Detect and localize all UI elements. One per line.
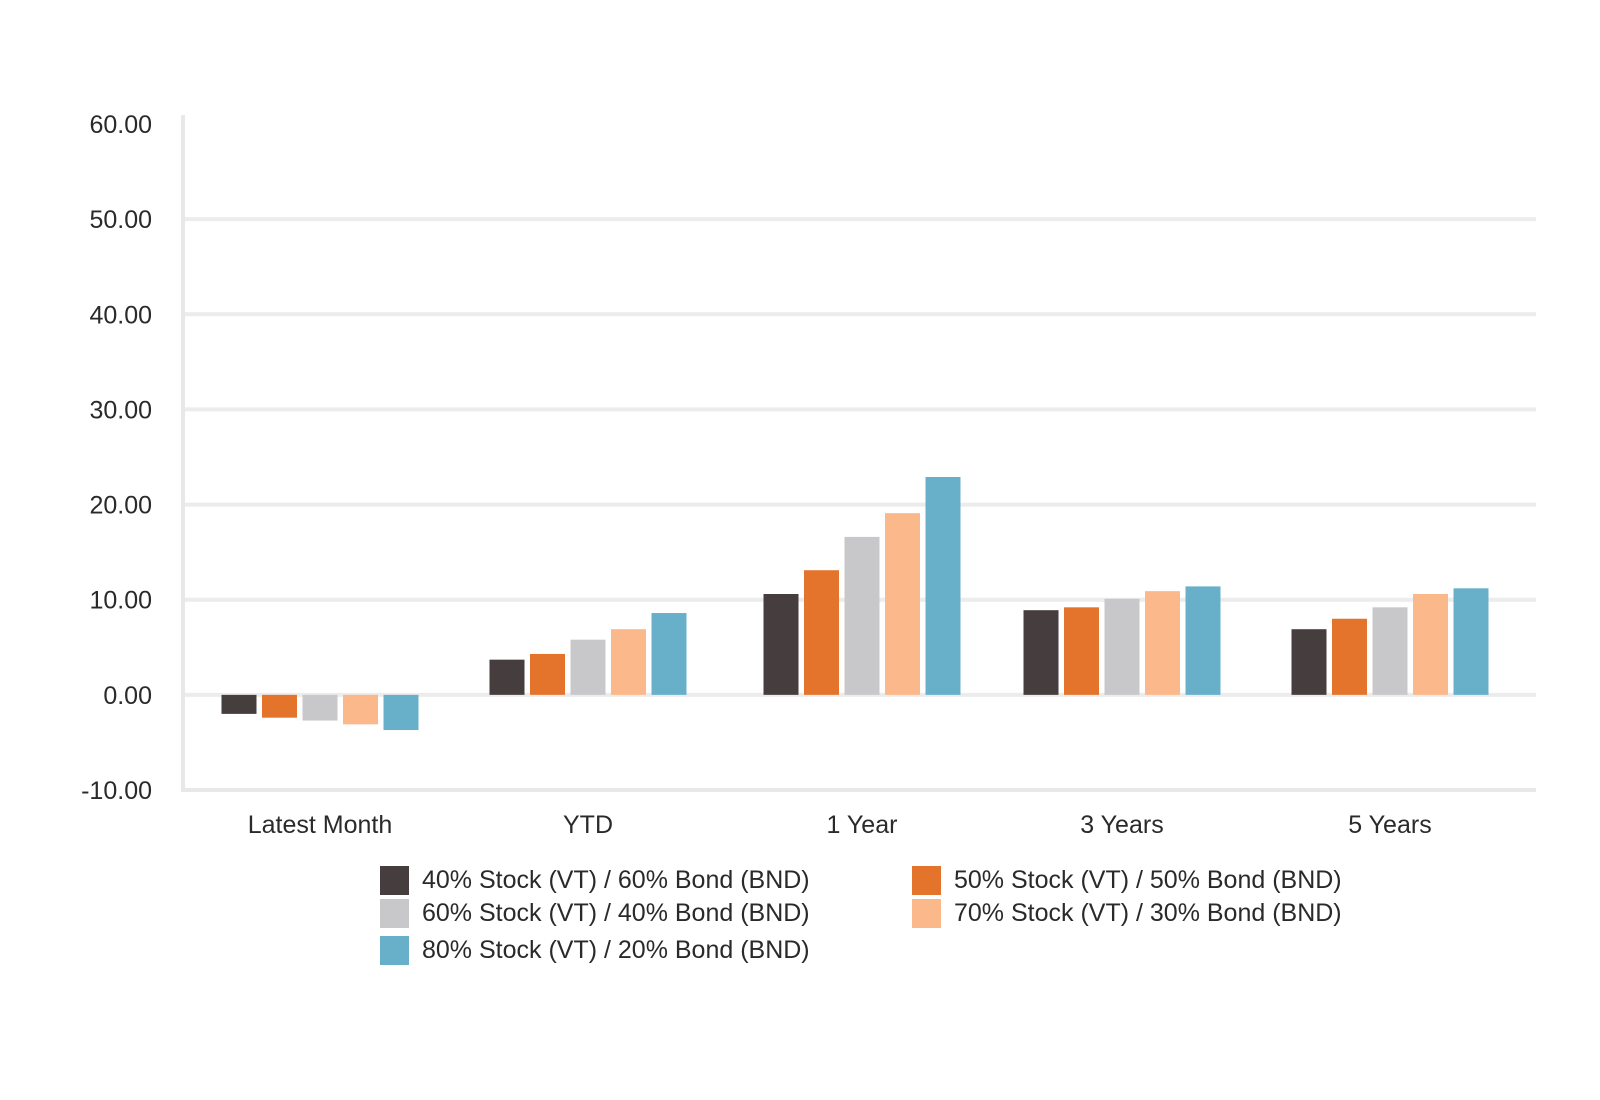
legend-swatch: [380, 866, 409, 895]
bar: [570, 639, 606, 695]
x-tick-label: 3 Years: [1080, 811, 1163, 839]
y-tick-label: -10.00: [81, 777, 152, 805]
legend-swatch: [380, 936, 409, 965]
y-tick-label: 60.00: [89, 111, 152, 139]
legend-label: 60% Stock (VT) / 40% Bond (BND): [422, 899, 810, 927]
y-tick-label: 20.00: [89, 492, 152, 520]
bar: [1291, 629, 1327, 695]
y-tick-label: 50.00: [89, 206, 152, 234]
bar: [383, 694, 419, 731]
y-tick-label: 40.00: [89, 301, 152, 329]
bar: [763, 594, 799, 695]
bar: [302, 694, 338, 721]
bar: [1145, 591, 1180, 695]
legend-item: 40% Stock (VT) / 60% Bond (BND): [380, 866, 810, 895]
x-tick-label: Latest Month: [248, 811, 393, 839]
legend-swatch: [912, 899, 941, 928]
bar: [530, 653, 565, 695]
legend-label: 80% Stock (VT) / 20% Bond (BND): [422, 936, 810, 964]
bar: [1332, 618, 1367, 695]
bar: [221, 694, 257, 714]
legend-swatch: [912, 866, 941, 895]
bar: [262, 694, 297, 718]
legend-item: 50% Stock (VT) / 50% Bond (BND): [912, 866, 1342, 895]
y-tick-labels: 60.00 50.00 40.00 30.00 20.00 10.00 0.00 -10.00: [81, 111, 152, 805]
y-tick-label: 0.00: [103, 682, 152, 710]
legend-label: 40% Stock (VT) / 60% Bond (BND): [422, 866, 810, 894]
bar: [489, 659, 525, 695]
legend-swatch: [380, 899, 409, 928]
bar: [1413, 594, 1448, 695]
x-tick-labels: Latest Month YTD 1 Year 3 Years 5 Years: [248, 811, 1432, 839]
legend-item: 80% Stock (VT) / 20% Bond (BND): [380, 936, 810, 965]
bar: [844, 536, 880, 695]
bar: [343, 694, 378, 725]
x-tick-label: 5 Years: [1348, 811, 1431, 839]
bar: [1185, 586, 1221, 695]
bar: [1104, 598, 1140, 695]
bar: [925, 476, 961, 695]
x-tick-label: YTD: [563, 811, 613, 839]
bar: [804, 570, 839, 695]
bar: [885, 513, 920, 695]
bars: [221, 476, 1489, 731]
legend-item: 70% Stock (VT) / 30% Bond (BND): [912, 899, 1342, 928]
bar: [1453, 588, 1489, 695]
legend-label: 70% Stock (VT) / 30% Bond (BND): [954, 899, 1342, 927]
y-tick-label: 30.00: [89, 396, 152, 424]
bar: [611, 629, 646, 695]
x-tick-label: 1 Year: [827, 811, 898, 839]
legend-item: 60% Stock (VT) / 40% Bond (BND): [380, 899, 810, 928]
legend-label: 50% Stock (VT) / 50% Bond (BND): [954, 866, 1342, 894]
bar: [1372, 607, 1408, 695]
y-tick-label: 10.00: [89, 587, 152, 615]
bar: [651, 613, 687, 695]
bar: [1064, 607, 1099, 695]
bar: [1023, 610, 1059, 695]
